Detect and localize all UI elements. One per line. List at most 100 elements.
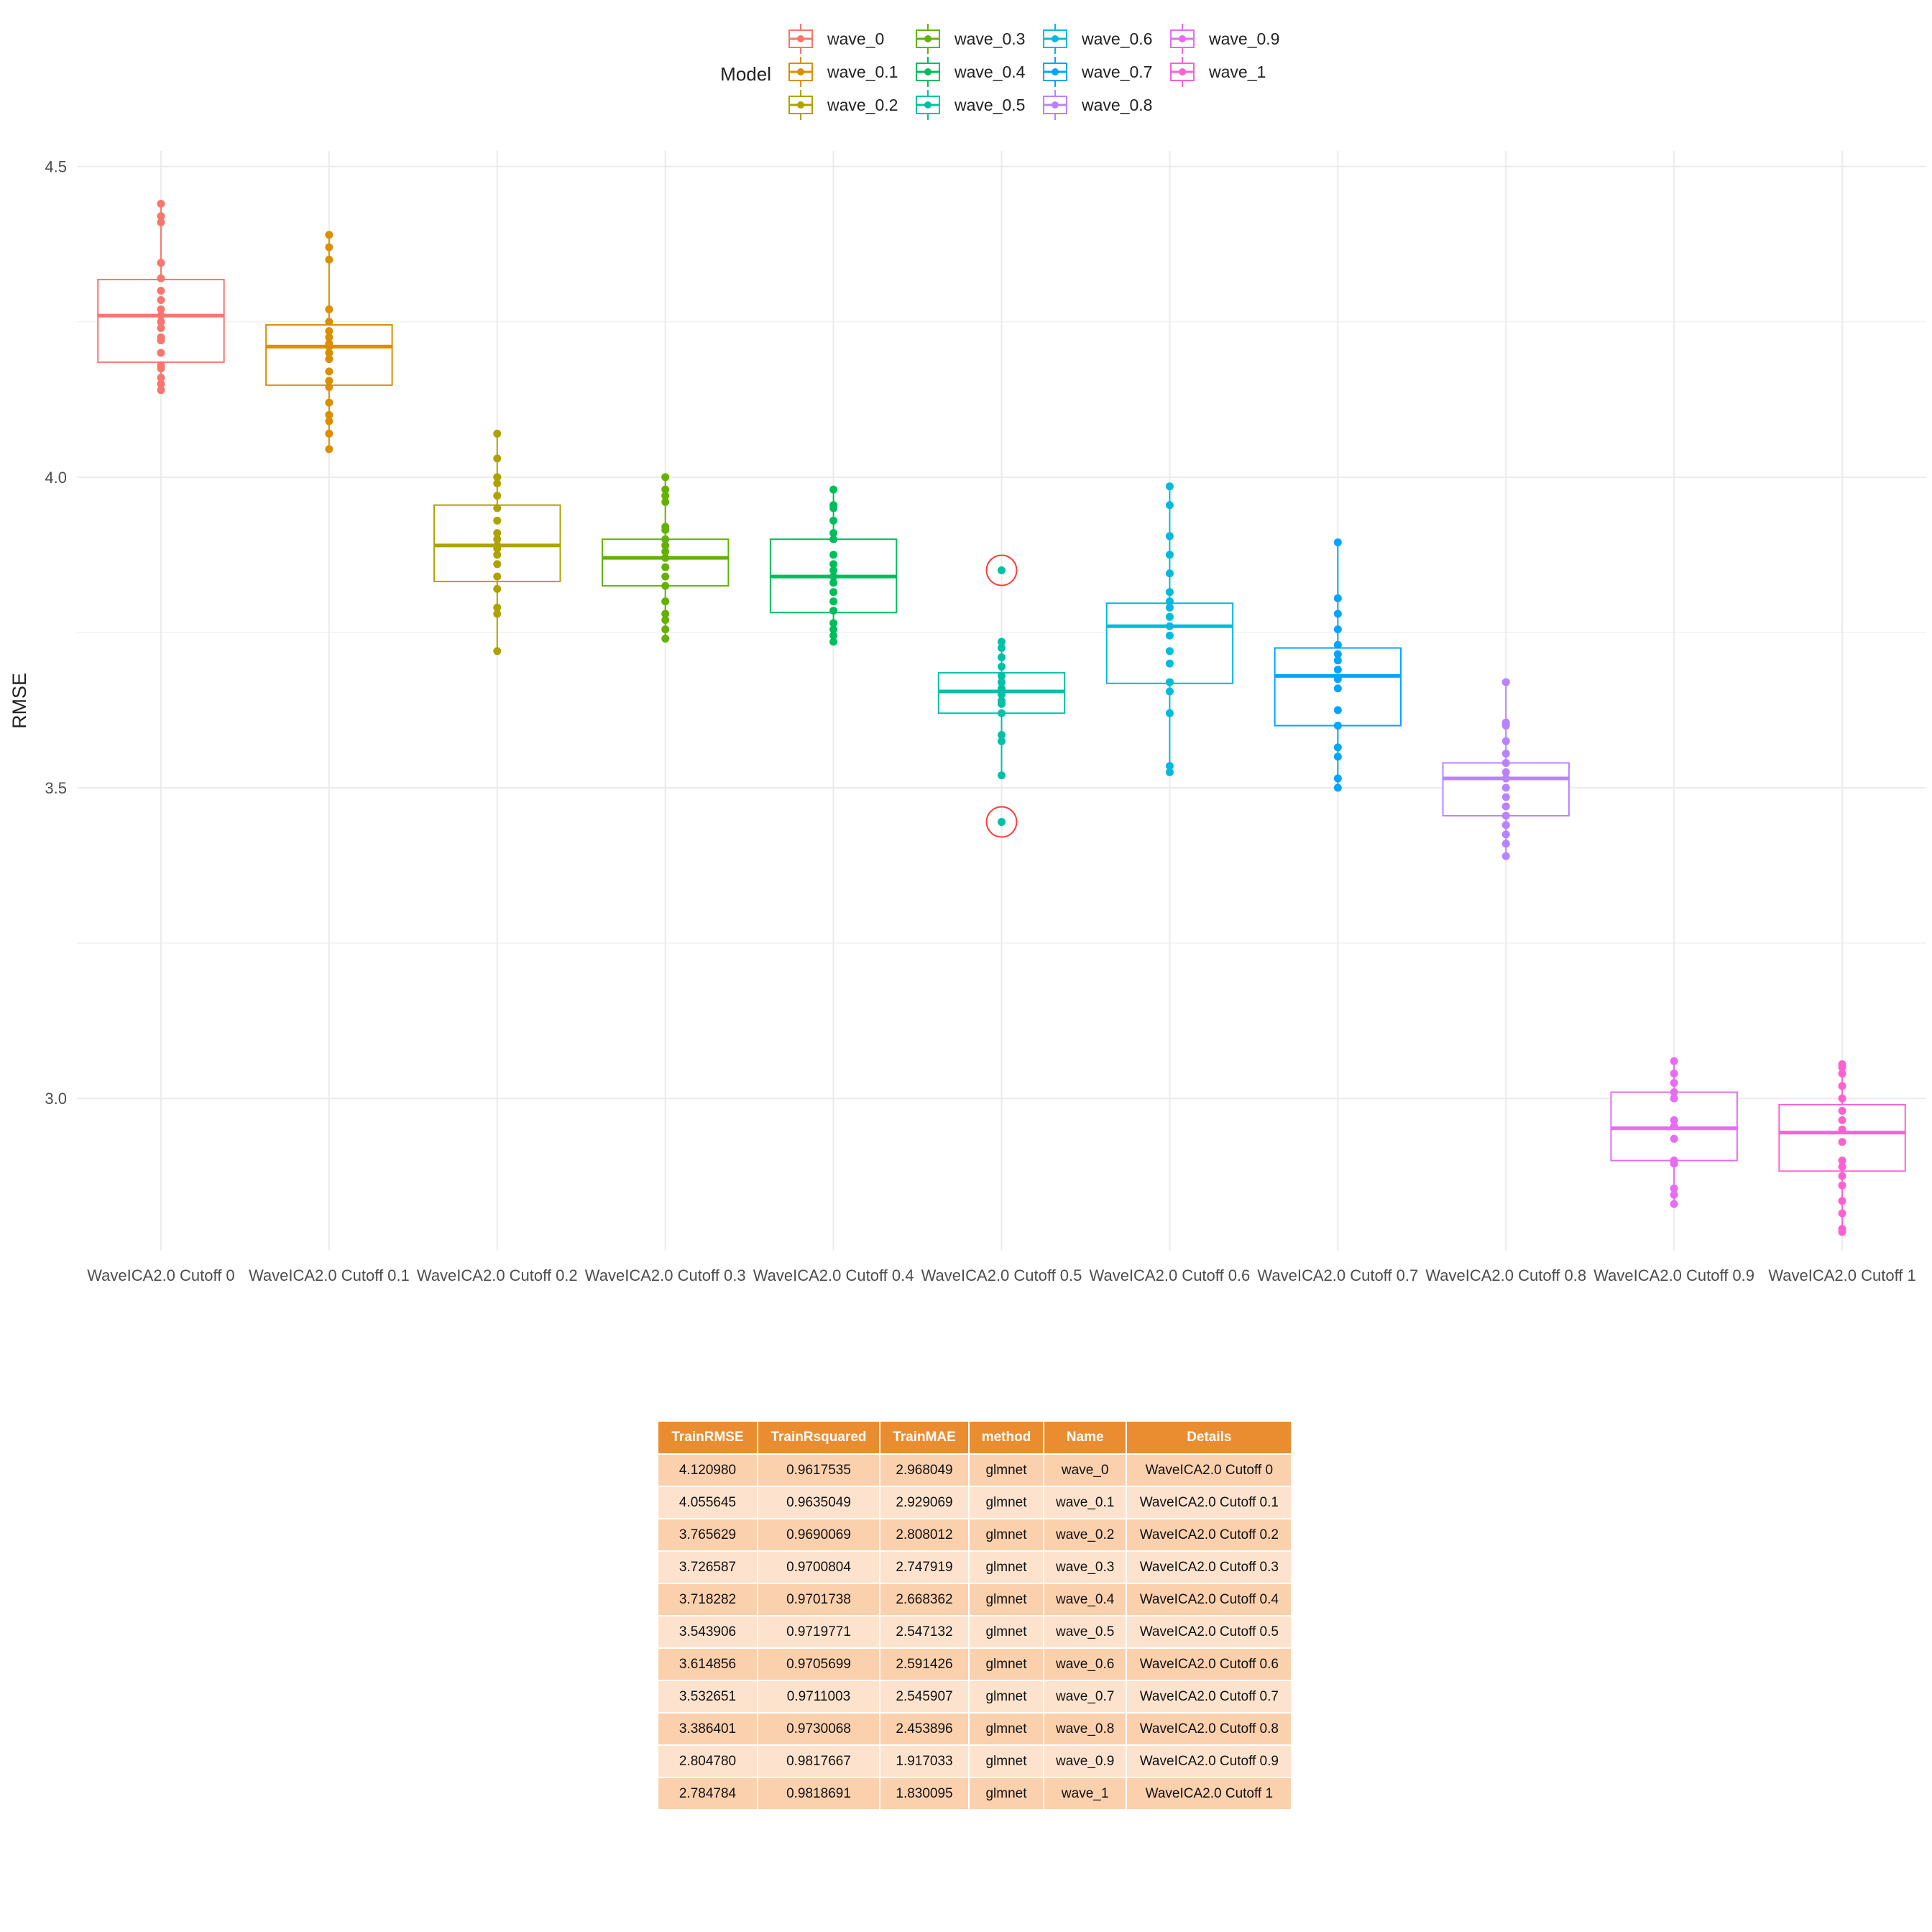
data-point — [1333, 774, 1342, 783]
data-point — [829, 572, 838, 581]
table-row: 3.543906 0.9719771 2.547132 glmnet wave_0.5 W… — [657, 1615, 1293, 1649]
data-point — [1838, 1209, 1846, 1218]
data-point — [1670, 1184, 1678, 1193]
x-tick-label: WaveICA2.0 Cutoff 0.5 — [921, 1266, 1082, 1284]
table-cell-trainmae: 2.747919 — [879, 1550, 970, 1584]
table-row: 3.386401 0.9730068 2.453896 glmnet wave_0.8 W… — [657, 1712, 1293, 1746]
legend-key-point — [1179, 35, 1186, 42]
x-tick-label: WaveICA2.0 Cutoff 0.6 — [1090, 1266, 1251, 1284]
data-point — [493, 535, 502, 543]
header-details: Details — [1126, 1420, 1293, 1455]
data-point — [1501, 793, 1510, 801]
data-point — [1165, 532, 1174, 540]
data-point — [829, 529, 838, 538]
data-point — [829, 597, 838, 606]
table-cell-trainrsquared: 0.9705699 — [757, 1647, 880, 1681]
legend-label: wave_1 — [1208, 63, 1266, 81]
data-point — [157, 386, 165, 395]
data-point — [157, 212, 165, 221]
table-row: 3.532651 0.9711003 2.545907 glmnet wave_0.7 W… — [657, 1680, 1293, 1714]
data-point — [1333, 706, 1342, 714]
legend-item-wave_0-8: wave_0.8 — [1043, 90, 1152, 120]
data-point — [829, 579, 838, 587]
legend-label: wave_0.2 — [827, 96, 898, 114]
data-point — [1501, 718, 1510, 727]
table-cell-details: WaveICA2.0 Cutoff 1 — [1126, 1777, 1293, 1811]
data-point — [1165, 678, 1174, 686]
data-point — [1501, 852, 1510, 860]
data-point — [157, 274, 165, 282]
data-point — [661, 497, 670, 506]
data-point — [1333, 594, 1342, 602]
data-point — [325, 382, 334, 391]
data-point — [493, 572, 502, 581]
box-wave_0-8 — [1442, 678, 1570, 860]
legend-title: Model — [720, 63, 771, 85]
data-point — [1838, 1162, 1846, 1171]
data-point — [493, 560, 502, 569]
data-point — [1333, 650, 1342, 658]
data-point — [493, 479, 502, 487]
table-cell-trainmae: 1.917033 — [879, 1744, 970, 1778]
data-point — [829, 638, 838, 646]
table-cell-name: wave_0.2 — [1042, 1518, 1128, 1552]
data-point — [157, 286, 165, 295]
table-cell-name: wave_0.3 — [1042, 1550, 1128, 1584]
data-point — [1501, 840, 1510, 848]
table-cell-trainrsquared: 0.9719771 — [757, 1615, 880, 1649]
data-point — [1670, 1116, 1678, 1124]
x-tick-label: WaveICA2.0 Cutoff 0.1 — [249, 1266, 410, 1284]
legend-label: wave_0.8 — [1081, 96, 1152, 114]
table-cell-trainrsquared: 0.9690069 — [757, 1518, 880, 1552]
data-point — [1838, 1172, 1846, 1180]
table-cell-trainrsquared: 0.9711003 — [757, 1680, 880, 1714]
table-cell-trainmae: 2.929069 — [879, 1486, 970, 1519]
results-table-container: TrainRMSE TrainRsquared TrainMAE method … — [657, 1420, 1293, 1811]
data-point — [1165, 551, 1174, 559]
table-cell-trainmae: 2.968049 — [879, 1453, 970, 1487]
outlier-point — [998, 818, 1006, 827]
legend-key-point — [797, 101, 804, 109]
data-point — [325, 349, 334, 357]
outlier-highlight-ring — [985, 806, 1018, 838]
table-row: 2.784784 0.9818691 1.830095 glmnet wave_1 Wav… — [657, 1777, 1293, 1811]
x-tick-label: WaveICA2.0 Cutoff 0.8 — [1425, 1266, 1586, 1284]
data-point — [157, 311, 165, 320]
box-wave_0 — [97, 199, 225, 395]
data-point — [1333, 684, 1342, 693]
table-cell-trainrsquared: 0.9818691 — [757, 1777, 880, 1811]
data-point — [1333, 722, 1342, 730]
legend-label: wave_0.4 — [954, 63, 1026, 81]
box-wave_0-5 — [937, 554, 1066, 838]
legend-item-wave_0-3: wave_0.3 — [916, 24, 1025, 54]
header-method: method — [968, 1420, 1044, 1455]
legend-label: wave_0.9 — [1208, 29, 1279, 48]
table-cell-details: WaveICA2.0 Cutoff 0.7 — [1126, 1680, 1293, 1714]
data-point — [1165, 603, 1174, 612]
box-wave_1 — [1778, 1060, 1906, 1236]
data-point — [998, 709, 1006, 717]
data-point — [998, 638, 1006, 646]
box-wave_0-1 — [265, 231, 393, 454]
data-point — [661, 535, 670, 543]
table-cell-method: glmnet — [968, 1550, 1044, 1584]
table-cell-details: WaveICA2.0 Cutoff 0.5 — [1126, 1615, 1293, 1649]
data-point — [1165, 588, 1174, 597]
y-tick-label: 4.5 — [45, 158, 67, 176]
y-tick-label: 3.0 — [45, 1090, 67, 1108]
table-header-row: TrainRMSE TrainRsquared TrainMAE method … — [657, 1420, 1293, 1455]
legend-key-point — [1052, 35, 1059, 42]
data-point — [157, 323, 165, 332]
data-point — [998, 731, 1006, 740]
data-point — [325, 333, 334, 341]
data-point — [661, 473, 670, 482]
data-point — [661, 485, 670, 494]
y-axis-label: RMSE — [9, 673, 30, 729]
data-point — [1333, 656, 1342, 665]
data-point — [1670, 1200, 1678, 1208]
table-cell-trainrsquared: 0.9617535 — [757, 1453, 880, 1487]
data-point — [157, 333, 165, 341]
x-tick-label: WaveICA2.0 Cutoff 0.4 — [753, 1266, 914, 1284]
data-point — [829, 619, 838, 627]
header-trainrmse: TrainRMSE — [657, 1420, 758, 1455]
